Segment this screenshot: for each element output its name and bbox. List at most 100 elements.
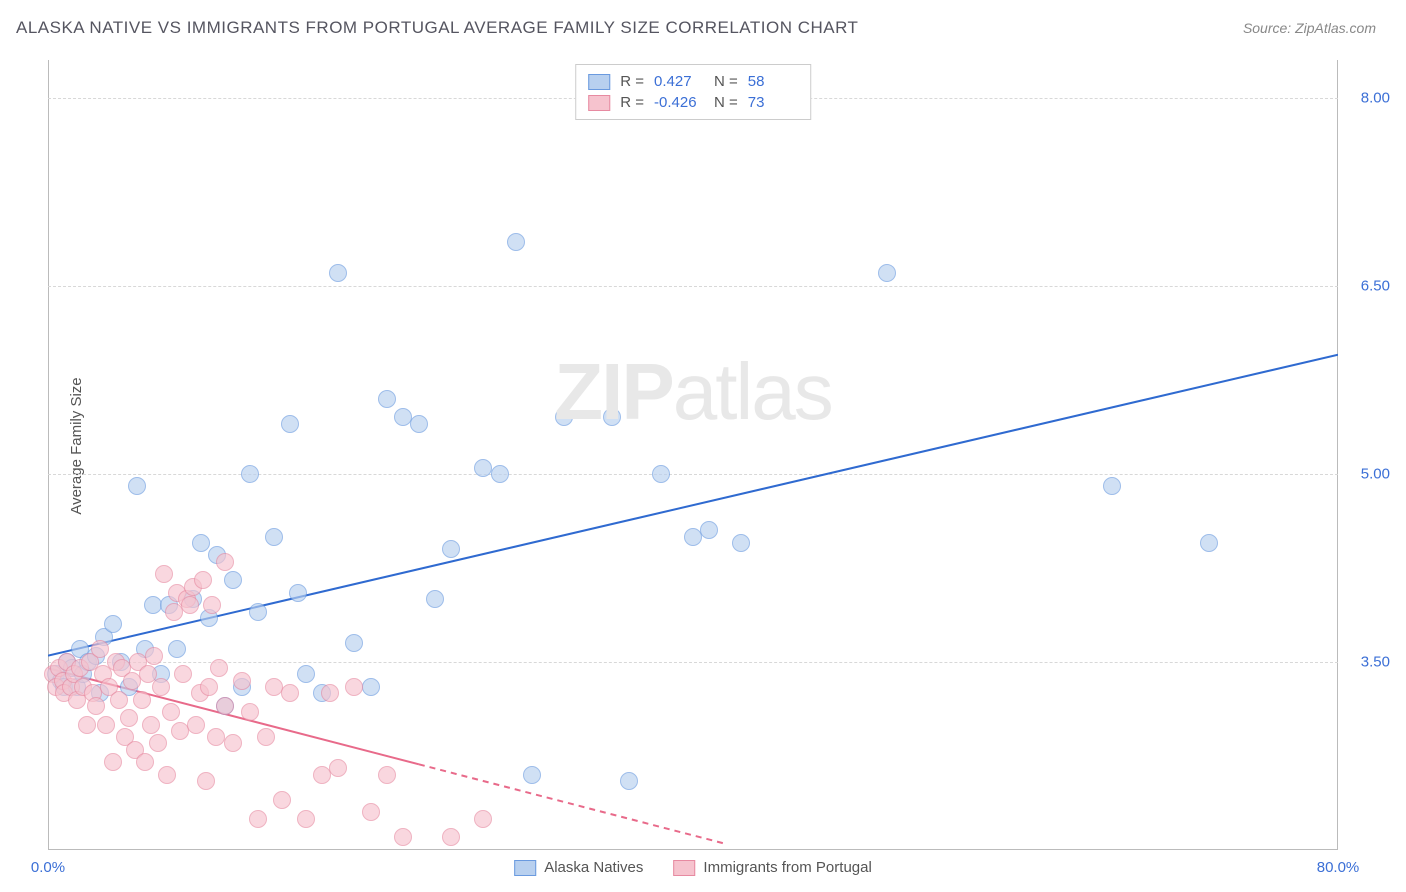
scatter-point [210, 659, 228, 677]
scatter-point [362, 678, 380, 696]
scatter-point [194, 571, 212, 589]
n-value-1: 73 [748, 94, 798, 111]
ytick-label: 8.00 [1361, 89, 1390, 106]
scatter-point [474, 810, 492, 828]
scatter-point [297, 810, 315, 828]
scatter-point [321, 684, 339, 702]
swatch-series-1 [588, 95, 610, 111]
scatter-point [104, 753, 122, 771]
scatter-point [97, 716, 115, 734]
r-value-0: 0.427 [654, 73, 704, 90]
scatter-point [378, 390, 396, 408]
scatter-point [142, 716, 160, 734]
scatter-point [136, 753, 154, 771]
scatter-point [442, 540, 460, 558]
swatch-bottom-0 [514, 860, 536, 876]
stats-legend: R = 0.427 N = 58 R = -0.426 N = 73 [575, 64, 811, 120]
r-label-1: R = [620, 94, 644, 111]
scatter-point [87, 697, 105, 715]
scatter-point [378, 766, 396, 784]
legend-label-1: Immigrants from Portugal [703, 859, 871, 876]
scatter-point [224, 734, 242, 752]
scatter-point [555, 408, 573, 426]
legend-label-0: Alaska Natives [544, 859, 643, 876]
scatter-point [91, 640, 109, 658]
scatter-point [197, 772, 215, 790]
scatter-point [1103, 477, 1121, 495]
scatter-point [149, 734, 167, 752]
scatter-point [187, 716, 205, 734]
scatter-point [257, 728, 275, 746]
scatter-point [174, 665, 192, 683]
scatter-point [297, 665, 315, 683]
scatter-point [181, 596, 199, 614]
ytick-label: 3.50 [1361, 653, 1390, 670]
scatter-point [110, 691, 128, 709]
scatter-point [273, 791, 291, 809]
gridline [48, 662, 1338, 663]
scatter-point [507, 233, 525, 251]
scatter-point [700, 521, 718, 539]
scatter-point [241, 703, 259, 721]
scatter-point [281, 684, 299, 702]
trend-lines [48, 60, 1338, 850]
chart-plot-area: ZIPatlas 3.505.006.508.00 0.0%80.0% R = … [48, 60, 1338, 850]
scatter-point [145, 647, 163, 665]
scatter-point [216, 553, 234, 571]
chart-title: ALASKA NATIVE VS IMMIGRANTS FROM PORTUGA… [16, 18, 858, 38]
r-value-1: -0.426 [654, 94, 704, 111]
scatter-point [224, 571, 242, 589]
scatter-point [249, 603, 267, 621]
scatter-point [265, 528, 283, 546]
legend-item-1: Immigrants from Portugal [673, 859, 871, 876]
watermark: ZIPatlas [554, 346, 831, 438]
scatter-point [203, 596, 221, 614]
watermark-light: atlas [673, 347, 832, 436]
y-axis-line [48, 60, 49, 850]
n-label-1: N = [714, 94, 738, 111]
scatter-point [158, 766, 176, 784]
scatter-point [329, 264, 347, 282]
source-value: ZipAtlas.com [1295, 20, 1376, 36]
scatter-point [329, 759, 347, 777]
n-label-0: N = [714, 73, 738, 90]
scatter-point [345, 678, 363, 696]
gridline [48, 286, 1338, 287]
swatch-bottom-1 [673, 860, 695, 876]
stats-legend-row-0: R = 0.427 N = 58 [588, 71, 798, 92]
xtick-label: 80.0% [1317, 859, 1360, 876]
scatter-point [442, 828, 460, 846]
scatter-point [289, 584, 307, 602]
scatter-point [345, 634, 363, 652]
source-attribution: Source: ZipAtlas.com [1243, 20, 1376, 36]
legend-item-0: Alaska Natives [514, 859, 643, 876]
right-axis-line [1337, 60, 1338, 850]
scatter-point [216, 697, 234, 715]
scatter-point [155, 565, 173, 583]
scatter-point [281, 415, 299, 433]
scatter-point [652, 465, 670, 483]
scatter-point [362, 803, 380, 821]
scatter-point [603, 408, 621, 426]
scatter-point [200, 678, 218, 696]
scatter-point [732, 534, 750, 552]
scatter-point [410, 415, 428, 433]
stats-legend-row-1: R = -0.426 N = 73 [588, 92, 798, 113]
source-label: Source: [1243, 20, 1295, 36]
scatter-point [120, 709, 138, 727]
scatter-point [192, 534, 210, 552]
ytick-label: 6.50 [1361, 277, 1390, 294]
scatter-point [78, 716, 96, 734]
scatter-point [426, 590, 444, 608]
scatter-point [878, 264, 896, 282]
scatter-point [620, 772, 638, 790]
scatter-point [491, 465, 509, 483]
scatter-point [128, 477, 146, 495]
scatter-point [233, 672, 251, 690]
n-value-0: 58 [748, 73, 798, 90]
scatter-point [168, 640, 186, 658]
scatter-point [523, 766, 541, 784]
xtick-label: 0.0% [31, 859, 65, 876]
scatter-point [394, 828, 412, 846]
scatter-point [162, 703, 180, 721]
